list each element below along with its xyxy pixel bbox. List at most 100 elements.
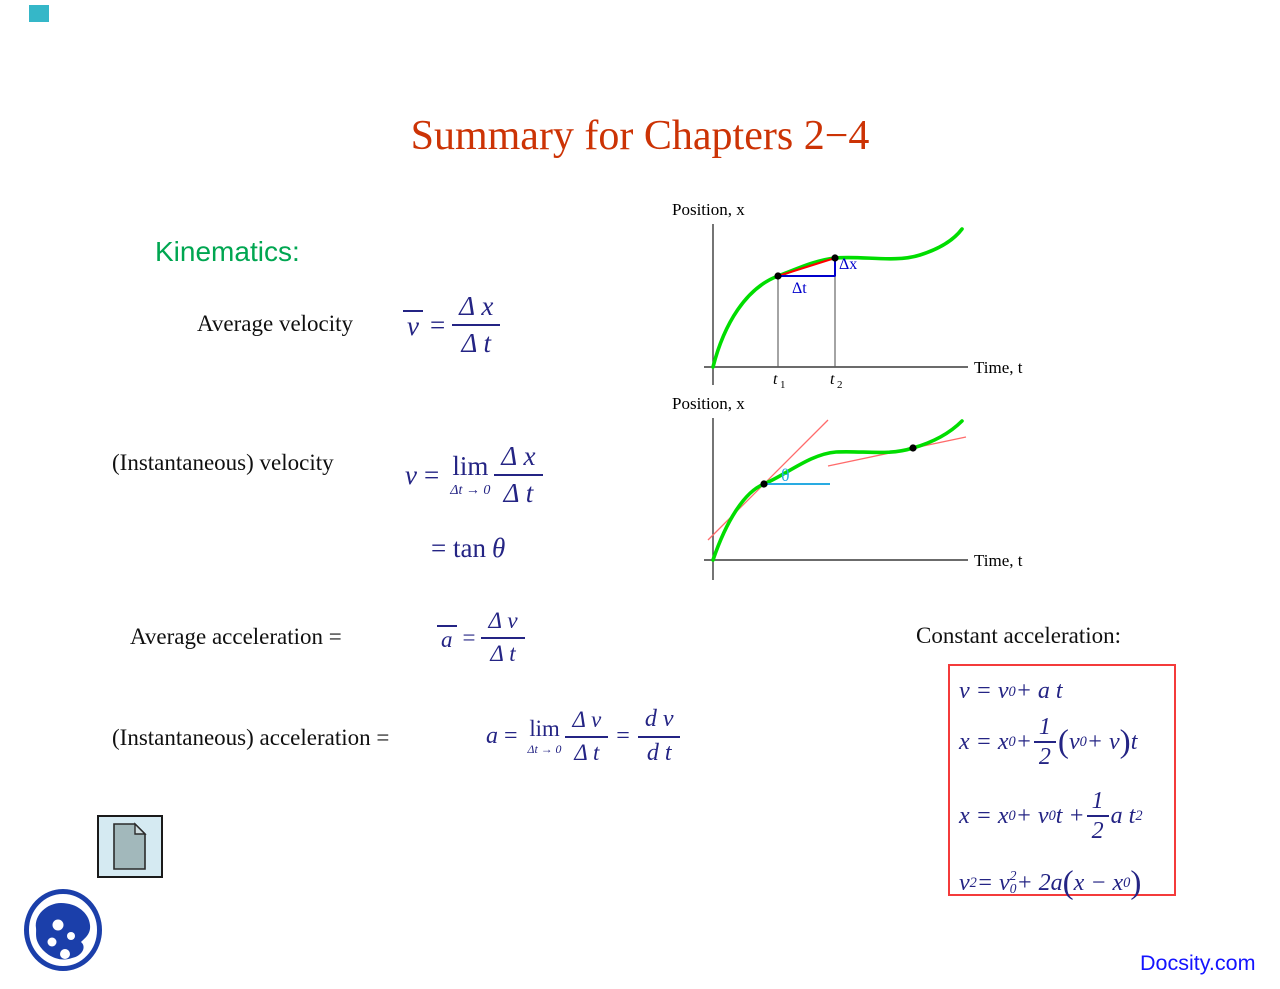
- eq-text: t: [1130, 728, 1138, 755]
- equals-sign: =: [504, 723, 518, 750]
- numerator: 1: [1033, 715, 1056, 744]
- logo-dot: [52, 919, 64, 931]
- v-bar: v: [403, 310, 423, 340]
- delta-t-label: Δt: [792, 280, 807, 297]
- point-t2-dot: [831, 254, 839, 262]
- eq-text: + v: [1086, 728, 1120, 755]
- docsity-palette-logo-icon: [24, 889, 102, 971]
- page-title: Summary for Chapters 2−4: [410, 113, 870, 159]
- eq-text: t +: [1055, 802, 1085, 829]
- avg-velocity-label: Average velocity: [197, 311, 354, 336]
- eq-text: a t: [1110, 802, 1136, 829]
- y-axis-label: Position, x: [672, 394, 745, 413]
- fraction: Δ x Δ t: [452, 291, 501, 359]
- eq-text: = v: [976, 869, 1010, 896]
- t2-tick-sub: 2: [837, 379, 843, 391]
- kinematics-heading: Kinematics:: [155, 236, 300, 267]
- inst-velocity-formula: v = lim Δt → 0 Δ x Δ t: [405, 441, 543, 509]
- lim-word: lim: [452, 451, 489, 482]
- lim-subscript: Δt → 0: [527, 741, 562, 756]
- eq-text: +: [1015, 728, 1032, 755]
- a-bar: a: [437, 624, 457, 651]
- corner-artifact-square: [29, 5, 49, 22]
- tangent-point-1-dot: [760, 480, 768, 488]
- theta-angle-label: θ: [781, 465, 790, 485]
- equals-tan: = tan: [431, 533, 486, 563]
- equals-sign: =: [429, 309, 446, 340]
- theta-symbol: θ: [491, 533, 506, 563]
- numerator: Δ v: [481, 608, 525, 639]
- logo-dot: [47, 937, 57, 947]
- page-shape: [113, 823, 146, 870]
- secant-line: [777, 256, 836, 278]
- t2-tick-label: t: [830, 371, 835, 388]
- denominator-2: d t: [646, 739, 672, 766]
- docsity-com-link[interactable]: Docsity.com: [1140, 951, 1256, 975]
- eq-text: + 2a: [1016, 869, 1063, 896]
- denominator: Δ t: [490, 640, 516, 666]
- inst-accel-label: (Instantaneous) acceleration =: [112, 725, 390, 750]
- open-paren: (: [1062, 864, 1074, 901]
- tangent-line-1: [707, 419, 829, 541]
- tan-theta-formula: = tan θ: [431, 533, 505, 564]
- eq-text: v = v: [959, 678, 1009, 704]
- document-icon: [113, 822, 147, 870]
- logo-dot: [67, 932, 75, 940]
- close-paren: ): [1119, 723, 1131, 761]
- delta-x-label: Δx: [839, 256, 857, 273]
- const-accel-label: Constant acceleration:: [916, 623, 1122, 648]
- lim-word: lim: [529, 716, 560, 742]
- eq-text: x = x: [959, 728, 1009, 755]
- numerator-2: d v: [637, 706, 681, 738]
- avg-velocity-formula: v = Δ x Δ t: [403, 291, 501, 359]
- numerator: 1: [1086, 789, 1109, 818]
- numerator: Δ x: [494, 441, 543, 477]
- subscript: 0: [1009, 881, 1017, 896]
- fraction-2: d v d t: [637, 706, 681, 768]
- denominator: Δ t: [461, 328, 492, 359]
- logo-dot: [60, 949, 70, 959]
- denominator: 2: [1038, 744, 1051, 771]
- point-t1-dot: [774, 272, 782, 280]
- numerator: Δ x: [452, 291, 501, 327]
- limit-block: lim Δt → 0: [450, 451, 490, 498]
- avg-accel-formula: a = Δ v Δ t: [437, 608, 525, 668]
- x-axis-label: Time, t: [974, 551, 1023, 570]
- x-axis-label: Time, t: [974, 358, 1023, 377]
- t1-tick-label: t: [773, 371, 778, 388]
- position-time-secant-graph: Position, x Time, t Δt Δx t 1 t 2: [672, 200, 1023, 391]
- eq-text: v: [1068, 728, 1080, 755]
- fraction: Δ v Δ t: [565, 707, 609, 766]
- eq-text: x = x: [959, 802, 1009, 829]
- position-time-tangent-graph: Position, x Time, t θ: [672, 394, 1023, 580]
- superscript: 2: [1009, 868, 1017, 884]
- position-curve: [711, 419, 964, 562]
- eq-text: + v: [1015, 802, 1049, 829]
- fraction: Δ v Δ t: [481, 608, 525, 668]
- open-paren: (: [1057, 723, 1069, 761]
- document-placeholder-button[interactable]: [97, 815, 163, 878]
- y-axis-label: Position, x: [672, 200, 745, 219]
- t1-tick-sub: 1: [780, 379, 786, 391]
- equals-sign: =: [423, 459, 440, 490]
- denominator: Δ t: [574, 739, 600, 765]
- avg-accel-label: Average acceleration =: [130, 624, 342, 649]
- eq-text: + a t: [1015, 678, 1063, 704]
- equals-sign: =: [462, 624, 476, 650]
- fraction: Δ x Δ t: [494, 441, 543, 509]
- logo-dot: [83, 938, 89, 944]
- inst-accel-formula: a = lim Δt → 0 Δ v Δ t = d v d t: [486, 706, 681, 768]
- inst-velocity-label: (Instantaneous) velocity: [112, 450, 334, 475]
- limit-block: lim Δt → 0: [527, 716, 562, 756]
- eq-text: v: [959, 869, 970, 896]
- page-fold: [134, 822, 147, 835]
- close-paren: ): [1130, 864, 1142, 901]
- denominator: Δ t: [503, 478, 534, 509]
